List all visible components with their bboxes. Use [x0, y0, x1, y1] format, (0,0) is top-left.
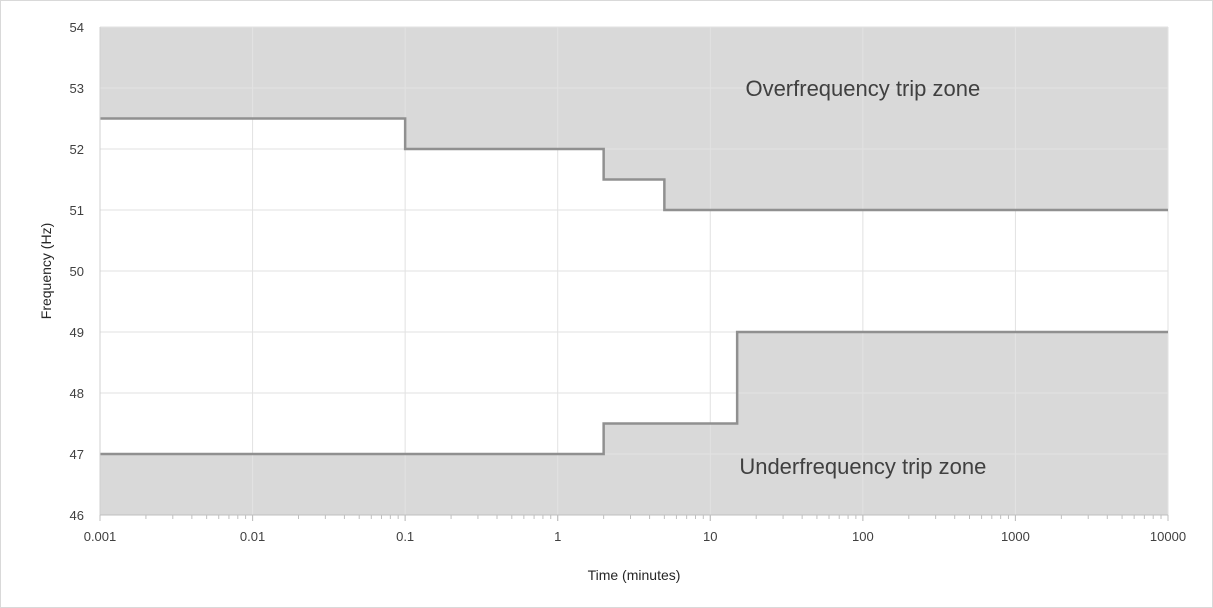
- limit-lines: [100, 117, 1168, 456]
- axes: [99, 27, 1169, 521]
- y-axis-title: Frequency (Hz): [38, 223, 54, 319]
- x-tick-label: 0.1: [396, 529, 414, 544]
- underfrequency-limit-line: [100, 330, 1168, 456]
- zone-annotations: Overfrequency trip zone Underfrequency tr…: [739, 76, 986, 479]
- zone-annotation: Overfrequency trip zone: [745, 76, 980, 101]
- y-tick-label: 46: [70, 508, 84, 523]
- x-tick-label: 1: [554, 529, 561, 544]
- y-tick-label: 53: [70, 81, 84, 96]
- tick-labels: 0.001 0.01 0.1 1 10 100 1000 10000 46 47 48 49 50 51 5…: [70, 20, 1187, 544]
- y-tick-label: 50: [70, 264, 84, 279]
- y-tick-label: 54: [70, 20, 84, 35]
- x-tick-label: 0.001: [84, 529, 117, 544]
- y-tick-label: 49: [70, 325, 84, 340]
- y-tick-label: 52: [70, 142, 84, 157]
- x-tick-label: 1000: [1001, 529, 1030, 544]
- overfrequency-limit-line: [100, 117, 1168, 212]
- y-tick-label: 47: [70, 447, 84, 462]
- x-tick-label: 10: [703, 529, 717, 544]
- x-tick-label: 100: [852, 529, 874, 544]
- x-tick-label: 10000: [1150, 529, 1186, 544]
- y-tick-label: 51: [70, 203, 84, 218]
- x-axis-title: Time (minutes): [588, 567, 681, 583]
- x-tick-label: 0.01: [240, 529, 265, 544]
- overfrequency-zone-fill: [100, 27, 1168, 210]
- y-tick-label: 48: [70, 386, 84, 401]
- zone-annotation: Underfrequency trip zone: [739, 454, 986, 479]
